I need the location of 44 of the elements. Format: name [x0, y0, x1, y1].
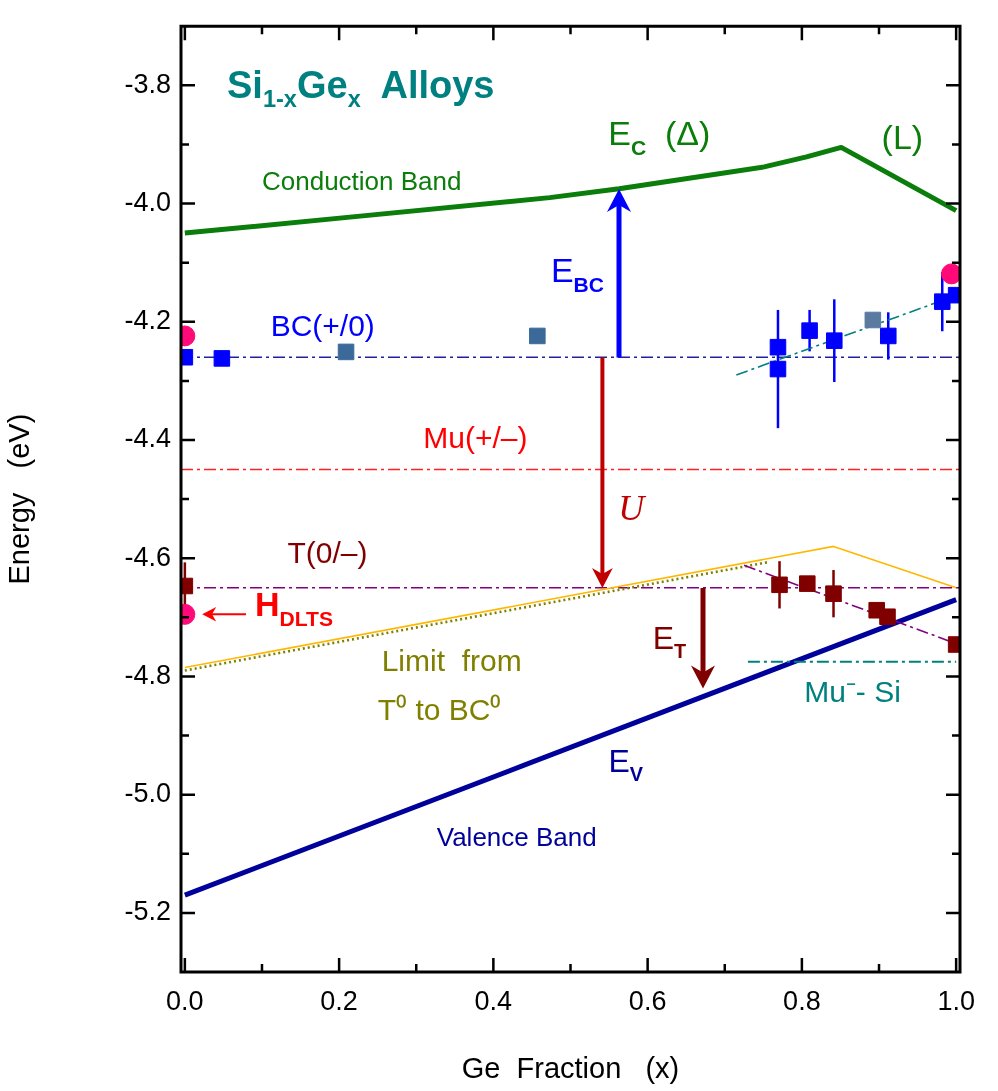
- point: [771, 576, 788, 594]
- point: [933, 293, 951, 310]
- y-tick-label: -4.0: [124, 186, 171, 217]
- annotation: E$_{C}$ (Δ): [608, 114, 711, 160]
- x-tick-label: 0.8: [783, 985, 821, 1016]
- point: [864, 311, 882, 329]
- x-tick-label: 1.0: [937, 985, 975, 1016]
- annotation: E$_{BC}$: [550, 251, 605, 297]
- y-tick-label: -4.6: [124, 541, 171, 572]
- annotation: (L): [881, 118, 924, 157]
- x-axis-title: Ge Fraction (x): [461, 1051, 680, 1084]
- annotation: H$_{DLTS}$: [254, 585, 333, 631]
- y-tick-label: -5.2: [124, 896, 171, 927]
- annotation: Mu⁻- Si: [804, 675, 901, 709]
- annotation: BC(+/0): [270, 309, 375, 343]
- y-tick-label: -5.0: [124, 778, 171, 809]
- point: [769, 338, 787, 356]
- y-tick-label: -4.8: [124, 659, 171, 690]
- text: Si$_{1-x}$Ge$_{x}$ Alloys: [227, 64, 495, 113]
- x-tick-label: 0.4: [474, 985, 513, 1016]
- x-tick-label: 0.0: [166, 985, 204, 1016]
- annotation: Limit from: [381, 643, 522, 677]
- annotation: E$_{V}$: [608, 742, 644, 785]
- point: [801, 322, 818, 339]
- point: [529, 327, 546, 345]
- point: [769, 360, 787, 378]
- annotation: T⁰ to BC⁰: [377, 693, 502, 726]
- annotation: Conduction Band: [261, 166, 462, 197]
- point: [826, 332, 843, 349]
- point: [825, 585, 842, 602]
- point: [799, 575, 816, 592]
- y-tick-label: -3.8: [124, 68, 171, 99]
- annotation: U: [618, 487, 645, 528]
- x-tick-label: 0.2: [320, 985, 358, 1016]
- y-tick-label: -4.2: [124, 305, 171, 336]
- annotation: T(0/–): [287, 536, 368, 570]
- point: [879, 608, 896, 626]
- y-tick-label: -4.4: [124, 423, 171, 454]
- annotation: Mu(+/–): [423, 420, 528, 454]
- y-axis-title: Energy (eV): [3, 413, 36, 585]
- point: [879, 327, 897, 345]
- x-tick-label: 0.6: [628, 985, 667, 1016]
- annotation: E$_{T}$: [652, 619, 687, 662]
- annotation: Valence Band: [436, 821, 597, 852]
